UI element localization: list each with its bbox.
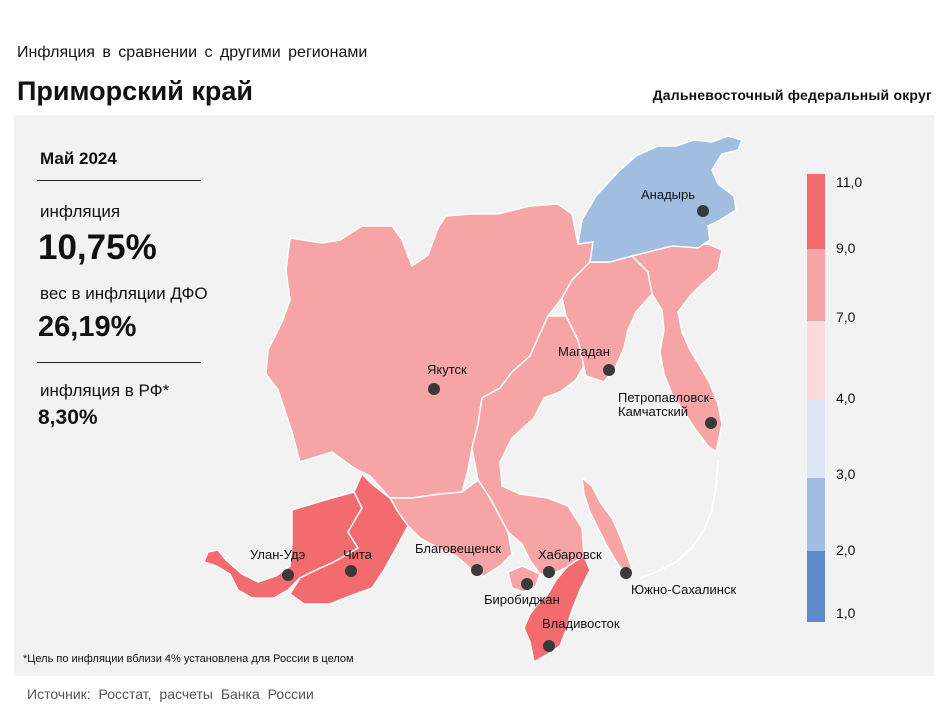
city-marker-yuzhno-sakhalinsk <box>620 567 632 579</box>
city-label-ulan-ude: Улан-Удэ <box>250 547 306 562</box>
city-marker-magadan <box>603 364 615 376</box>
city-label-birobidzhan: Биробиджан <box>484 592 560 607</box>
legend-swatch-2-3 <box>807 478 825 551</box>
legend-tick-7: 7,0 <box>836 309 856 325</box>
city-label-blagoveshchensk: Благовещенск <box>415 541 501 556</box>
footnote: *Цель по инфляции вблизи 4% установлена … <box>23 653 354 665</box>
legend-tick-1: 1,0 <box>836 605 856 621</box>
city-marker-anadyr <box>697 205 709 217</box>
city-marker-yakutsk <box>428 383 440 395</box>
weight-value: 26,19% <box>38 311 137 343</box>
inflation-value: 10,75% <box>38 228 157 267</box>
city-marker-ulan-ude <box>282 569 294 581</box>
city-label-petropavlovsk-1: Петропавловск- <box>618 390 714 405</box>
legend-tick-2: 2,0 <box>836 542 856 558</box>
city-label-magadan: Магадан <box>558 344 610 359</box>
city-marker-petropavlovsk <box>705 417 717 429</box>
legend-tick-9: 9,0 <box>836 240 856 256</box>
city-marker-chita <box>345 565 357 577</box>
inflation-label: инфляция <box>40 202 121 221</box>
city-marker-blagoveshchensk <box>471 564 483 576</box>
city-marker-khabarovsk <box>543 566 555 578</box>
legend-swatch-4-7 <box>807 321 825 400</box>
kuril-islands <box>639 459 719 579</box>
region-primorsky <box>523 554 591 664</box>
legend-tick-4: 4,0 <box>836 390 856 406</box>
divider <box>37 362 201 363</box>
legend-tick-11: 11,0 <box>836 174 862 190</box>
legend-swatch-9-11 <box>807 174 825 249</box>
legend-swatch-7-9 <box>807 249 825 321</box>
city-label-yuzhno-sakhalinsk: Южно-Сахалинск <box>631 582 736 597</box>
region-kamchatka <box>630 243 723 454</box>
rf-inflation-label: инфляция в РФ* <box>40 381 170 400</box>
rf-inflation-value: 8,30% <box>38 406 98 429</box>
legend-tick-3: 3,0 <box>836 466 856 482</box>
city-label-yakutsk: Якутск <box>427 362 467 377</box>
region-khabarovsk <box>471 315 587 575</box>
city-marker-vladivostok <box>543 640 555 652</box>
period-label: Май 2024 <box>40 149 117 168</box>
city-label-chita: Чита <box>343 547 373 562</box>
source-note: Источник: Росстат, расчеты Банка России <box>27 686 314 702</box>
weight-label: вес в инфляции ДФО <box>40 284 208 303</box>
district-title: Дальневосточный федеральный округ <box>652 87 932 103</box>
region-zabaikalsky <box>288 472 409 605</box>
legend: 11,0 9,0 7,0 4,0 3,0 2,0 1,0 <box>807 174 862 622</box>
city-marker-birobidzhan <box>521 578 533 590</box>
city-label-khabarovsk: Хабаровск <box>538 547 602 562</box>
legend-swatch-3-4 <box>807 400 825 478</box>
city-label-anadyr: Анадырь <box>641 187 695 202</box>
legend-swatch-1-2 <box>807 551 825 622</box>
supertitle: Инфляция в сравнении с другими регионами <box>17 44 368 61</box>
region-amur <box>388 478 513 577</box>
page-title: Приморский край <box>17 76 253 106</box>
region-chukotka <box>577 135 744 263</box>
city-label-vladivostok: Владивосток <box>542 616 620 631</box>
divider <box>37 180 201 181</box>
city-label-petropavlovsk-2: Камчатский <box>618 404 688 419</box>
